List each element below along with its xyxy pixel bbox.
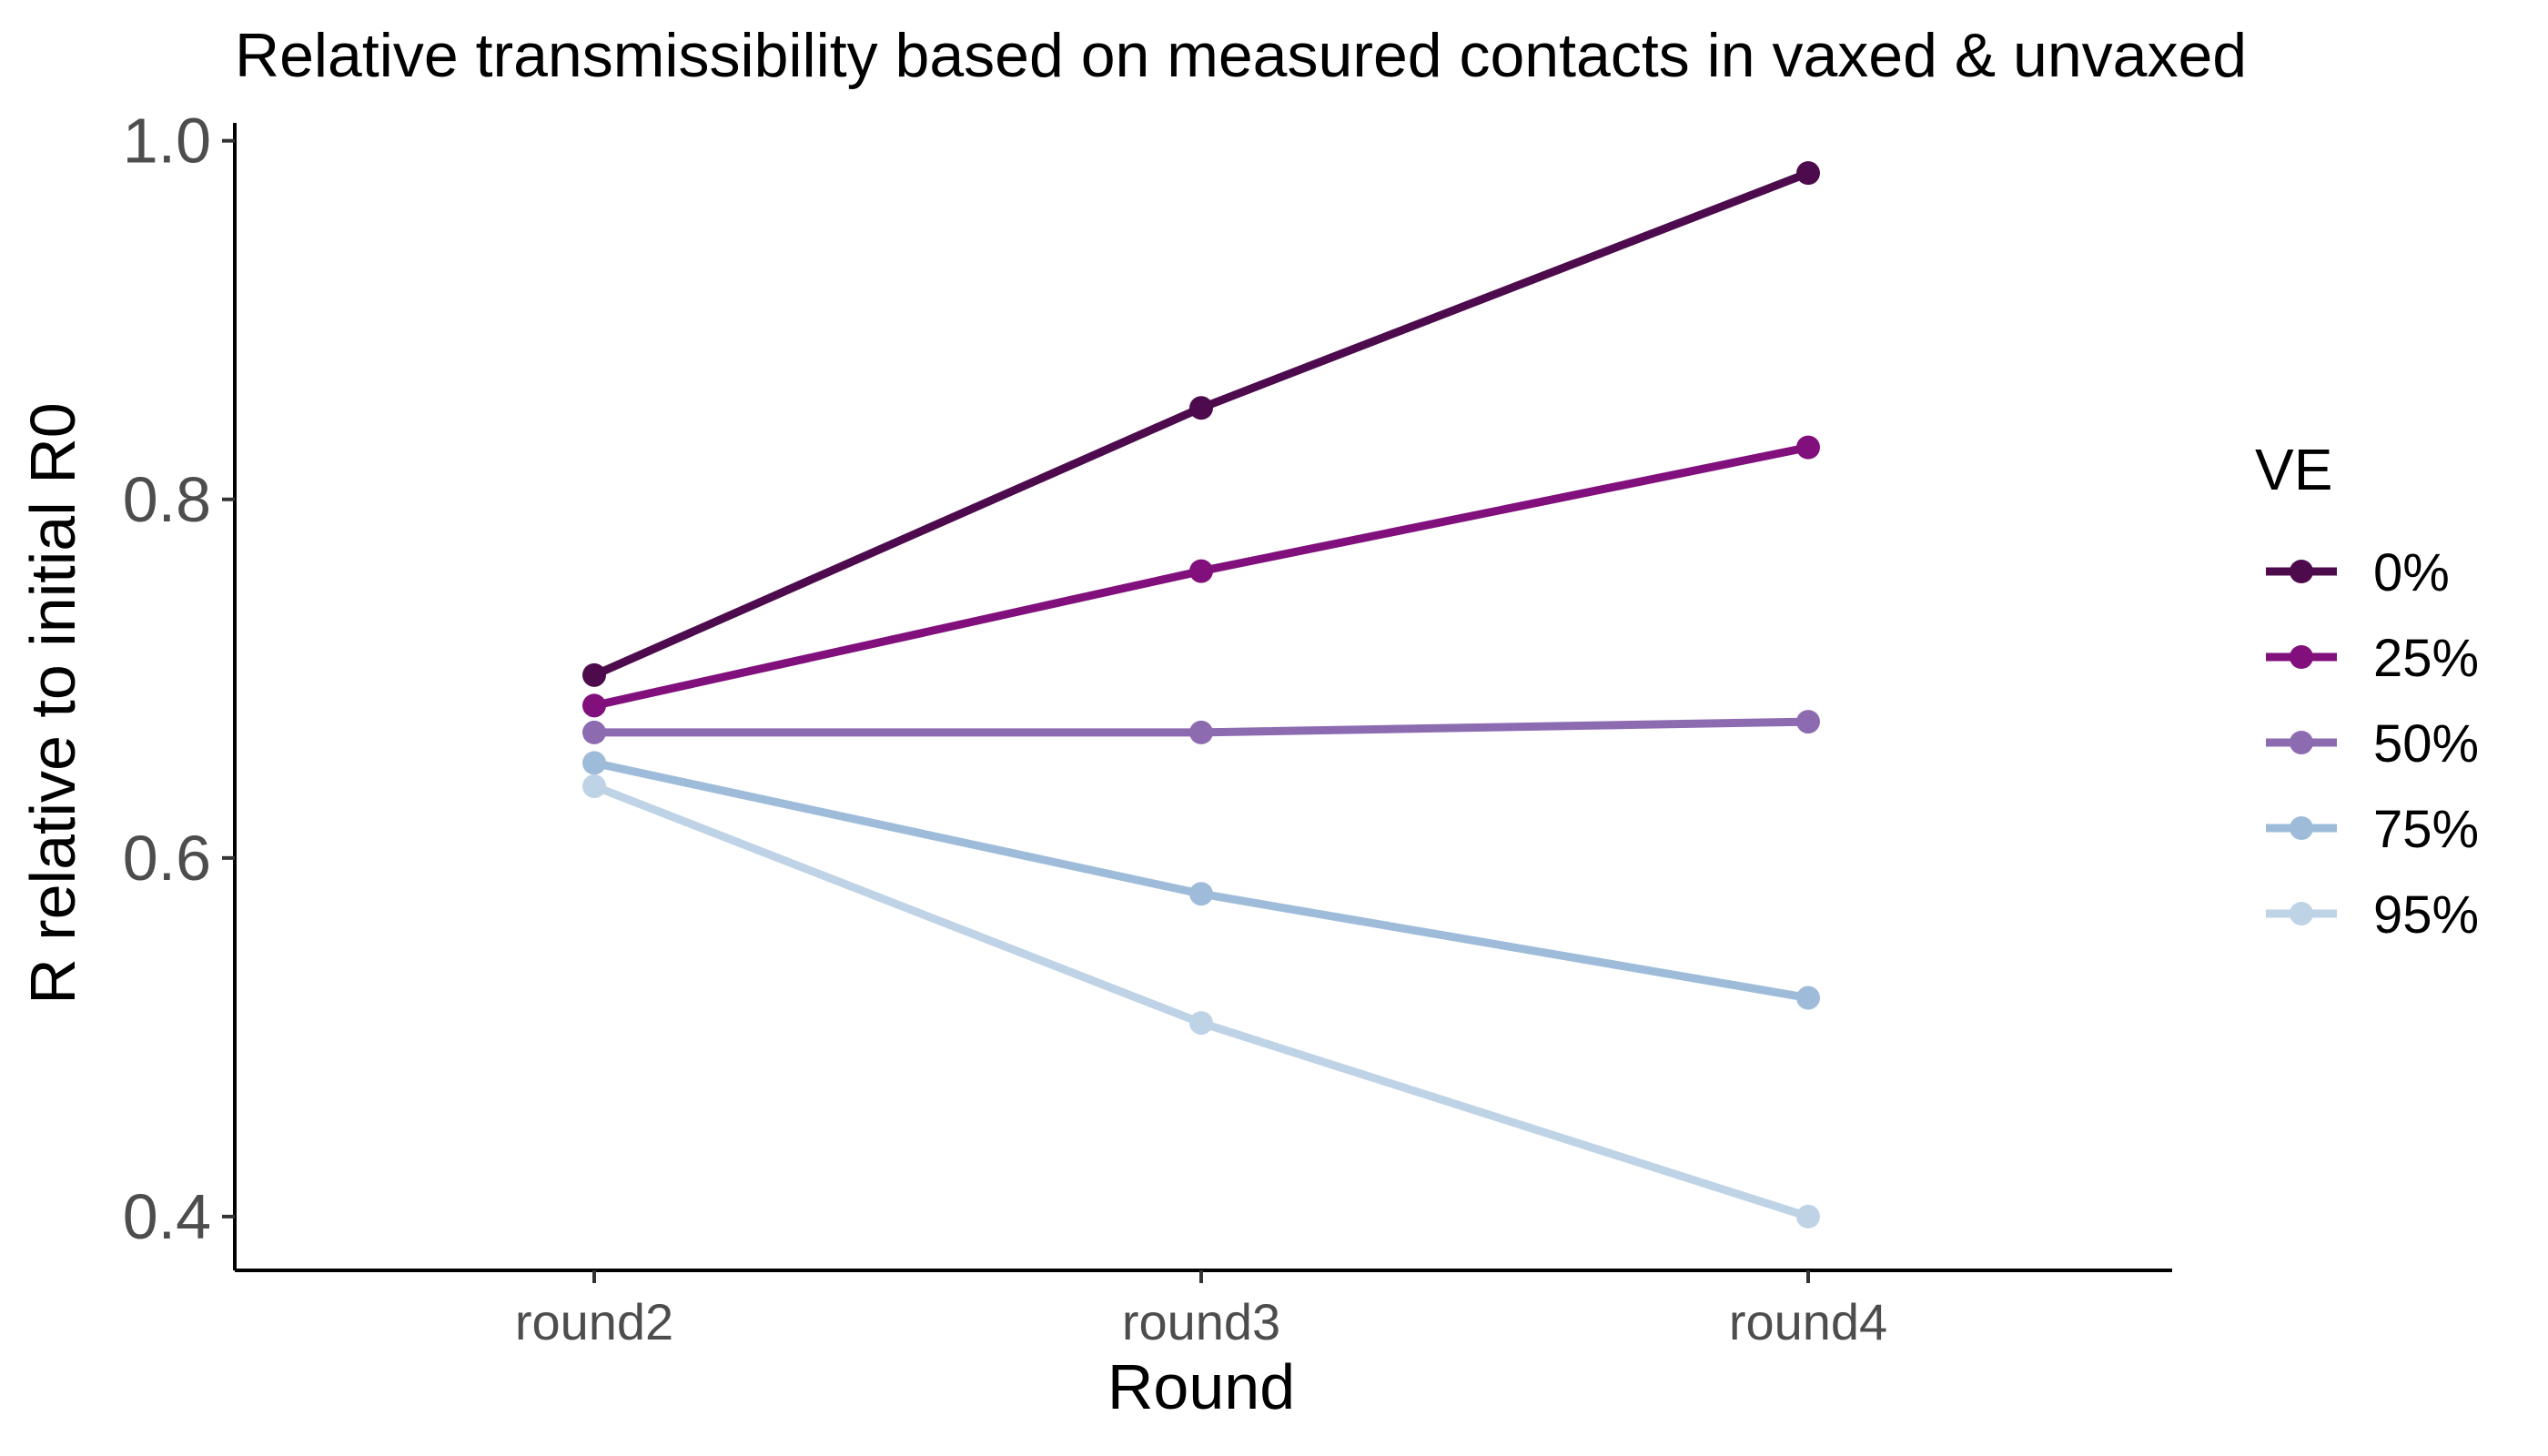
- data-point: [582, 662, 606, 687]
- legend-key-point: [2290, 902, 2313, 925]
- data-point: [1189, 559, 1213, 583]
- data-point: [1189, 720, 1213, 744]
- series-line-75pct: [593, 759, 1809, 1002]
- legend-key-point: [2290, 816, 2313, 840]
- x-axis-title: Round: [1107, 1351, 1295, 1422]
- legend-item: 25%: [2266, 629, 2479, 688]
- legend-key-point: [2290, 731, 2313, 754]
- legend-item: 75%: [2266, 800, 2479, 859]
- y-tick-label: 0.4: [123, 1181, 211, 1252]
- data-point: [582, 693, 606, 718]
- y-tick-label: 0.6: [123, 823, 211, 894]
- legend-label: 0%: [2373, 543, 2450, 602]
- plot-area: 0.4 0.6 0.8 1.0 round2 round3 round4: [123, 106, 2172, 1350]
- y-tick-label: 0.8: [123, 464, 211, 535]
- data-point: [1796, 161, 1820, 186]
- data-point: [1796, 1204, 1820, 1228]
- data-point: [1796, 710, 1820, 734]
- data-point: [1189, 882, 1213, 906]
- data-point: [582, 774, 606, 799]
- data-point: [582, 720, 606, 744]
- legend-label: 25%: [2373, 629, 2479, 688]
- x-tick-label: round4: [1729, 1293, 1887, 1350]
- data-point: [1796, 435, 1820, 460]
- legend-item: 95%: [2266, 885, 2479, 945]
- series-line-95pct: [592, 782, 1810, 1221]
- legend: VE 0% 25% 50% 75% 95%: [2255, 437, 2479, 945]
- data-point: [1189, 1011, 1213, 1036]
- y-tick-label: 1.0: [123, 106, 211, 177]
- data-point: [1796, 986, 1820, 1010]
- series-line-0pct: [592, 168, 1810, 679]
- legend-label: 50%: [2373, 714, 2479, 774]
- legend-key-point: [2290, 645, 2313, 669]
- chart-title: Relative transmissibility based on measu…: [235, 21, 2247, 90]
- data-point: [1189, 396, 1213, 420]
- y-axis-title: R relative to initial R0: [17, 402, 88, 1004]
- legend-label: 95%: [2373, 885, 2479, 945]
- legend-label: 75%: [2373, 800, 2479, 859]
- data-point: [582, 751, 606, 775]
- x-tick-label: round2: [515, 1293, 673, 1350]
- legend-title: VE: [2255, 437, 2332, 502]
- legend-key-point: [2290, 560, 2313, 583]
- legend-item: 0%: [2266, 543, 2450, 602]
- x-tick-label: round3: [1122, 1293, 1280, 1350]
- legend-item: 50%: [2266, 714, 2479, 774]
